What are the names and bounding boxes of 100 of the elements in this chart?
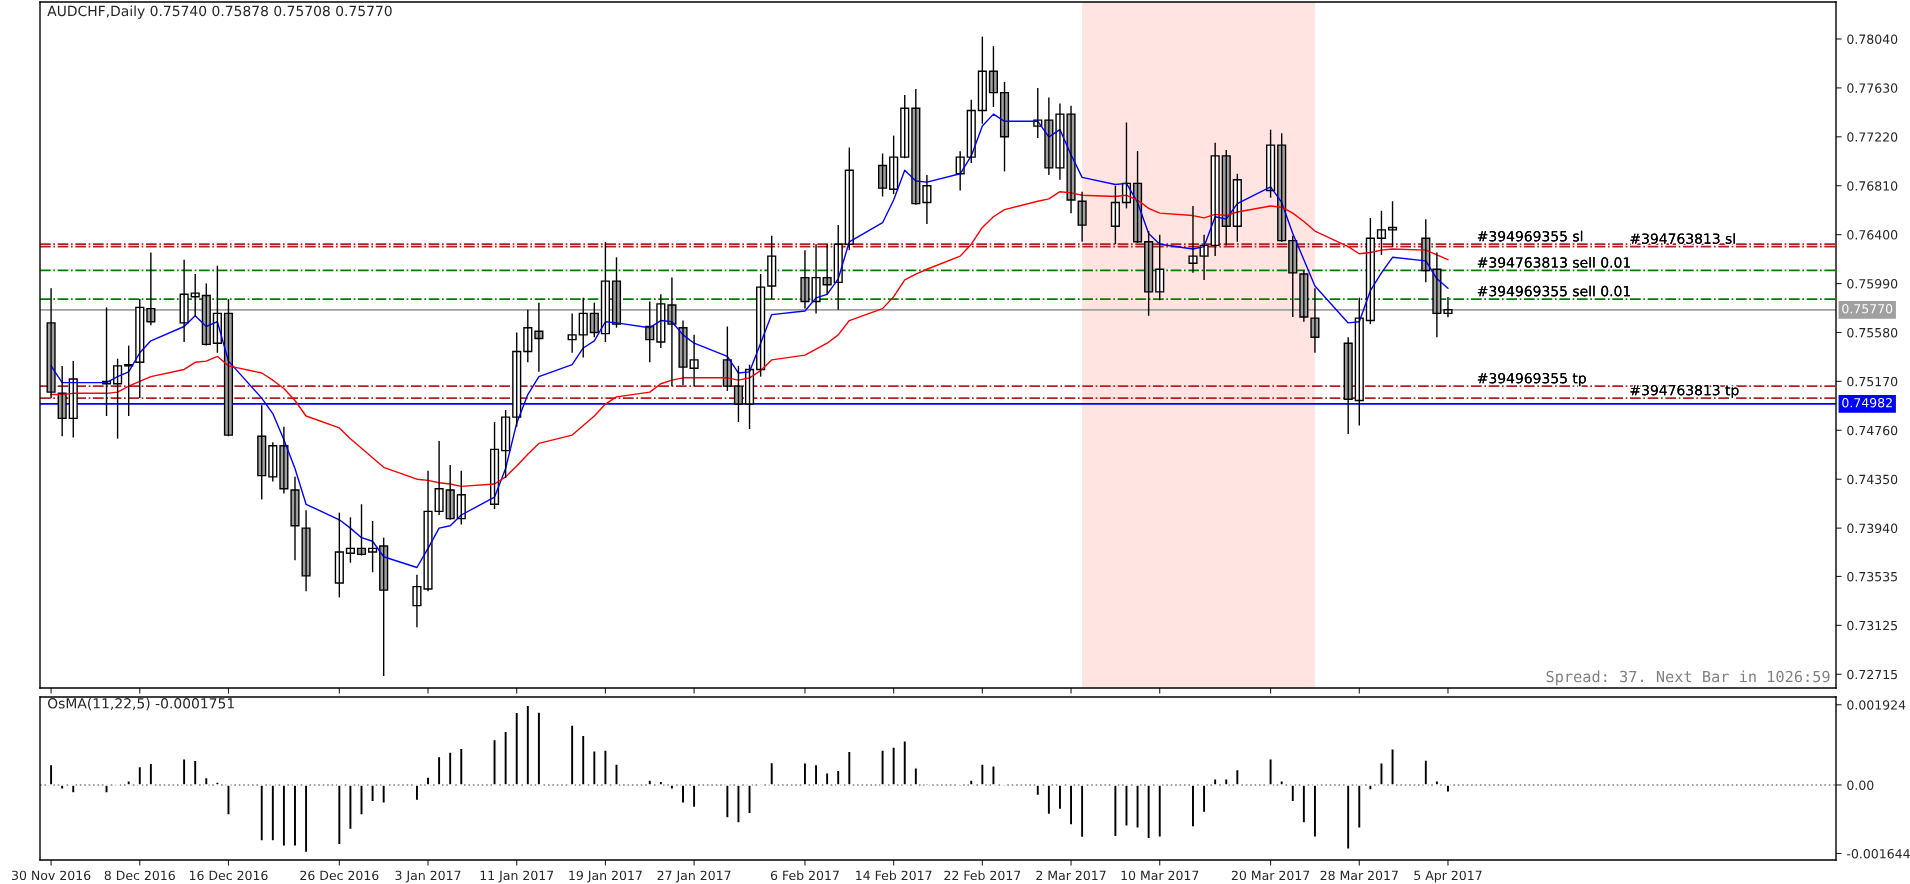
ref-line-label: 0.75770	[1842, 303, 1893, 314]
y-tick-label: 0.77220	[1847, 132, 1898, 142]
x-tick-label: 27 Jan 2017	[657, 870, 731, 883]
annotation: Spread: 37. Next Bar in 1026:59	[1546, 670, 1830, 686]
bar	[968, 779, 974, 786]
bar	[458, 747, 464, 786]
ref-line-label: 0.74982	[1842, 397, 1892, 408]
x-tick-label: 19 Jan 2017	[569, 870, 642, 883]
bar	[525, 704, 531, 786]
bar	[104, 784, 109, 794]
bar	[259, 784, 265, 842]
bar	[614, 763, 619, 786]
candlestick	[733, 365, 744, 423]
bar	[226, 784, 231, 816]
y-tick-label: 0.73125	[1847, 620, 1898, 631]
bar	[381, 784, 387, 804]
y-tick-label: 0.75580	[1847, 327, 1898, 338]
bar	[447, 751, 453, 786]
bar	[1368, 784, 1373, 791]
bar	[270, 784, 276, 842]
bar	[514, 711, 520, 786]
chart-title: OsMA(11,22,5) -0.0001751	[47, 697, 234, 711]
x-tick-label: 10 Mar 2017	[1121, 870, 1199, 881]
y-tick-label: 0.73535	[1847, 571, 1898, 582]
bar	[1345, 784, 1351, 850]
bar	[1268, 758, 1273, 786]
bar	[1279, 780, 1285, 786]
x-tick-label: 11 Jan 2017	[480, 870, 554, 883]
y-tick-label: 0.73940	[1847, 523, 1898, 534]
bar	[1434, 780, 1440, 786]
bar	[1423, 759, 1429, 786]
y-tick-label: 0.76400	[1847, 230, 1898, 240]
bar	[902, 740, 908, 786]
x-tick-label: 8 Dec 2016	[104, 870, 175, 881]
ref-line-label: #394763813 tp	[1630, 384, 1739, 399]
candlestick	[1376, 210, 1387, 256]
bar	[192, 759, 198, 786]
bar	[1212, 778, 1218, 786]
bar	[591, 750, 597, 786]
bar	[1290, 784, 1296, 803]
y-tick-label: 0.72715	[1847, 669, 1898, 680]
bar	[1445, 784, 1451, 793]
y-tick-label: 0.77630	[1847, 83, 1898, 93]
candlestick	[190, 273, 200, 317]
ref-line-label: #394969355 sl	[1477, 230, 1583, 242]
bar	[425, 776, 431, 786]
bar	[336, 784, 342, 846]
x-tick-label: 6 Feb 2017	[770, 870, 839, 881]
x-tick-label: 20 Mar 2017	[1231, 870, 1310, 881]
bar	[913, 767, 919, 786]
bar	[747, 784, 752, 815]
bar	[891, 746, 897, 786]
bar	[736, 784, 741, 824]
bar	[1234, 768, 1240, 786]
bar	[979, 763, 985, 786]
bar	[846, 750, 852, 786]
x-tick-label: 5 Apr 2017	[1414, 870, 1482, 883]
x-tick-label: 30 Nov 2016	[12, 870, 91, 881]
bar	[880, 749, 885, 786]
ref-line-label: #394763813 sell 0.01	[1477, 256, 1630, 268]
x-tick-label: 28 Mar 2017	[1320, 870, 1398, 881]
bar	[1356, 784, 1362, 830]
bar	[769, 761, 775, 786]
bar	[1301, 784, 1307, 824]
y-tick-label: 0.75990	[1847, 279, 1898, 289]
x-tick-label: 16 Dec 2016	[189, 870, 268, 881]
bar	[70, 784, 76, 794]
candlestick	[767, 235, 777, 300]
bar	[359, 784, 364, 816]
bar	[215, 781, 220, 786]
candlestick	[124, 344, 134, 417]
bar	[658, 780, 664, 786]
bar	[725, 784, 730, 819]
bar	[603, 749, 608, 786]
candlestick	[368, 520, 378, 573]
x-tick-label: 3 Jan 2017	[395, 870, 461, 883]
bar	[1124, 784, 1129, 827]
bar	[59, 784, 65, 790]
ref-line-label: #394969355 tp	[1477, 372, 1586, 387]
ref-line-label: #394763813 sl	[1630, 233, 1735, 244]
x-tick-label: 22 Feb 2017	[944, 870, 1021, 881]
bar	[835, 769, 841, 786]
candlestick	[1443, 296, 1453, 318]
y-tick-label: -0.001644	[1847, 848, 1910, 859]
bar	[824, 772, 830, 786]
bar	[1035, 784, 1041, 797]
y-tick-label: 0.001924	[1847, 700, 1906, 710]
bar	[370, 784, 375, 803]
bar	[503, 730, 508, 786]
bar	[1157, 784, 1163, 838]
x-tick-label: 26 Dec 2016	[300, 870, 379, 881]
bar	[203, 776, 209, 786]
ref-line-label: #394969355 sell 0.01	[1477, 285, 1630, 297]
bar	[1146, 784, 1151, 840]
y-tick-label: 0.76810	[1847, 181, 1898, 191]
y-tick-label: 0.75170	[1847, 376, 1898, 387]
bar	[580, 734, 586, 786]
bar	[991, 765, 996, 786]
bar	[569, 724, 575, 786]
bar	[1379, 762, 1384, 786]
